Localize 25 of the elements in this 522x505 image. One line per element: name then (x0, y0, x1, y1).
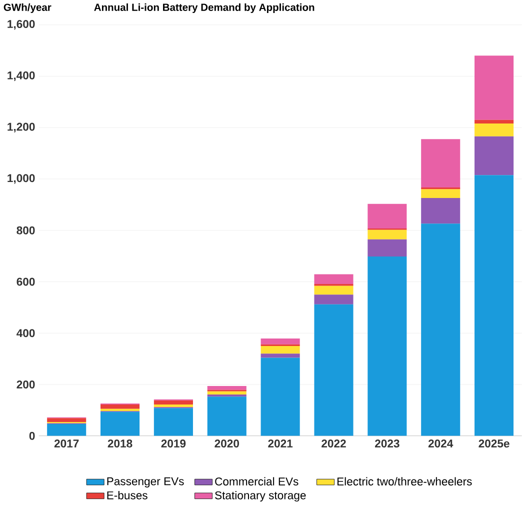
chart-title: Annual Li-ion Battery Demand by Application (94, 3, 314, 14)
y-tick-label: 1,200 (8, 122, 35, 132)
x-tick-label: 2018 (108, 440, 132, 448)
legend-label: Passenger EVs (107, 477, 184, 488)
legend-label: E-buses (107, 491, 148, 500)
y-tick-label: 1,600 (8, 20, 35, 30)
x-tick-label: 2020 (214, 440, 239, 448)
legend-label: Electric two/three-wheelers (337, 477, 472, 486)
x-tick-label: 2022 (322, 440, 346, 448)
y-axis-title: GWh/year (4, 3, 52, 14)
x-tick-label: 2025e (478, 440, 510, 448)
x-tick-label: 2019 (161, 440, 186, 448)
y-tick-label: 600 (16, 278, 35, 286)
y-tick-label: 1,400 (8, 71, 35, 82)
x-tick-label: 2024 (428, 440, 454, 448)
y-tick-label: 1,000 (8, 174, 35, 184)
legend-label: Commercial EVs (215, 477, 298, 486)
x-tick-label: 2023 (374, 440, 400, 448)
legend-label: Stationary storage (215, 491, 306, 502)
y-tick-label: 400 (16, 329, 35, 338)
x-tick-label: 2017 (54, 440, 79, 448)
y-tick-label: 800 (16, 226, 35, 234)
y-tick-label: 0 (29, 432, 35, 440)
y-tick-label: 200 (16, 380, 35, 389)
x-tick-label: 2021 (268, 440, 293, 448)
